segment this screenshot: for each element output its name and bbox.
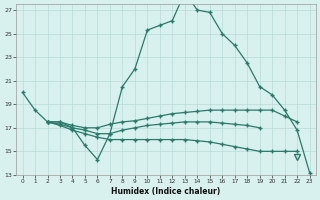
X-axis label: Humidex (Indice chaleur): Humidex (Indice chaleur) bbox=[111, 187, 221, 196]
